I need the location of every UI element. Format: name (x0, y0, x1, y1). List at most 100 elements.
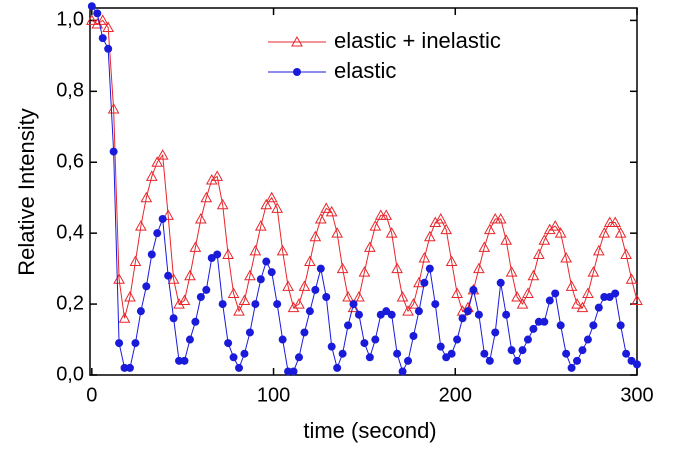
point (327, 342, 336, 351)
point (614, 227, 627, 238)
point (414, 307, 423, 316)
legend-marker (293, 68, 301, 76)
point (560, 251, 572, 263)
point (322, 292, 331, 301)
point (325, 205, 338, 217)
point (300, 328, 309, 337)
point (409, 331, 418, 340)
point (429, 216, 442, 228)
point (205, 173, 218, 185)
point (271, 202, 284, 213)
point (298, 280, 311, 291)
point (545, 296, 554, 305)
point (496, 278, 505, 287)
point (314, 212, 327, 224)
point (153, 229, 162, 238)
point (631, 294, 643, 306)
point (494, 212, 507, 224)
point (587, 266, 600, 277)
y-tick-label: 1,0 (56, 9, 84, 31)
point (507, 346, 516, 355)
series-line (91, 19, 638, 319)
point (140, 191, 153, 203)
point (147, 250, 156, 259)
point (244, 269, 256, 281)
point (523, 335, 532, 344)
point (418, 251, 431, 263)
point (276, 244, 289, 256)
point (354, 310, 363, 319)
point (189, 241, 202, 252)
point (505, 266, 518, 277)
point (423, 230, 436, 242)
point (311, 285, 320, 294)
point (620, 248, 632, 259)
point (158, 214, 167, 223)
point (151, 156, 164, 167)
point (227, 287, 240, 298)
point (235, 363, 244, 372)
point (260, 198, 273, 210)
point (320, 202, 333, 213)
point (162, 209, 174, 220)
point (240, 349, 249, 358)
point (289, 367, 298, 376)
y-tick-label: 0,8 (56, 80, 84, 102)
point (249, 244, 262, 256)
point (578, 346, 587, 355)
point (349, 300, 358, 309)
point (273, 300, 282, 309)
x-tick-label: 100 (257, 384, 290, 406)
legend-marker (291, 35, 303, 47)
point (185, 335, 194, 344)
point (573, 356, 582, 365)
point (393, 349, 402, 358)
point (360, 339, 369, 348)
point (425, 264, 434, 273)
point (113, 273, 125, 284)
point (167, 273, 180, 284)
point (622, 349, 631, 358)
point (202, 285, 211, 294)
point (371, 335, 380, 344)
point (131, 339, 140, 348)
point (583, 335, 592, 344)
point (353, 290, 365, 302)
point (551, 289, 560, 298)
point (420, 278, 429, 287)
point (287, 301, 300, 313)
point (447, 349, 456, 358)
point (436, 342, 445, 351)
point (98, 34, 107, 43)
point (211, 170, 224, 181)
point (407, 298, 420, 309)
point (180, 356, 189, 365)
point (518, 346, 527, 355)
point (538, 234, 551, 245)
point (594, 303, 603, 312)
point (582, 287, 594, 298)
point (216, 198, 229, 210)
plot-frame (89, 7, 638, 376)
point (571, 298, 583, 309)
point (543, 223, 556, 235)
point (453, 335, 462, 344)
point (469, 285, 478, 294)
point (478, 241, 491, 252)
y-tick-label: 0,2 (56, 292, 84, 314)
point (282, 280, 294, 291)
point (136, 307, 145, 316)
y-axis-label: Relative Intensity (14, 108, 39, 276)
point (387, 310, 396, 319)
point (440, 223, 453, 235)
point (265, 191, 278, 203)
point (129, 255, 142, 267)
point (404, 356, 413, 365)
point (529, 324, 538, 333)
point (305, 307, 314, 316)
point (380, 209, 393, 220)
point (576, 301, 589, 313)
point (598, 227, 611, 238)
point (238, 294, 251, 306)
point (522, 287, 534, 298)
